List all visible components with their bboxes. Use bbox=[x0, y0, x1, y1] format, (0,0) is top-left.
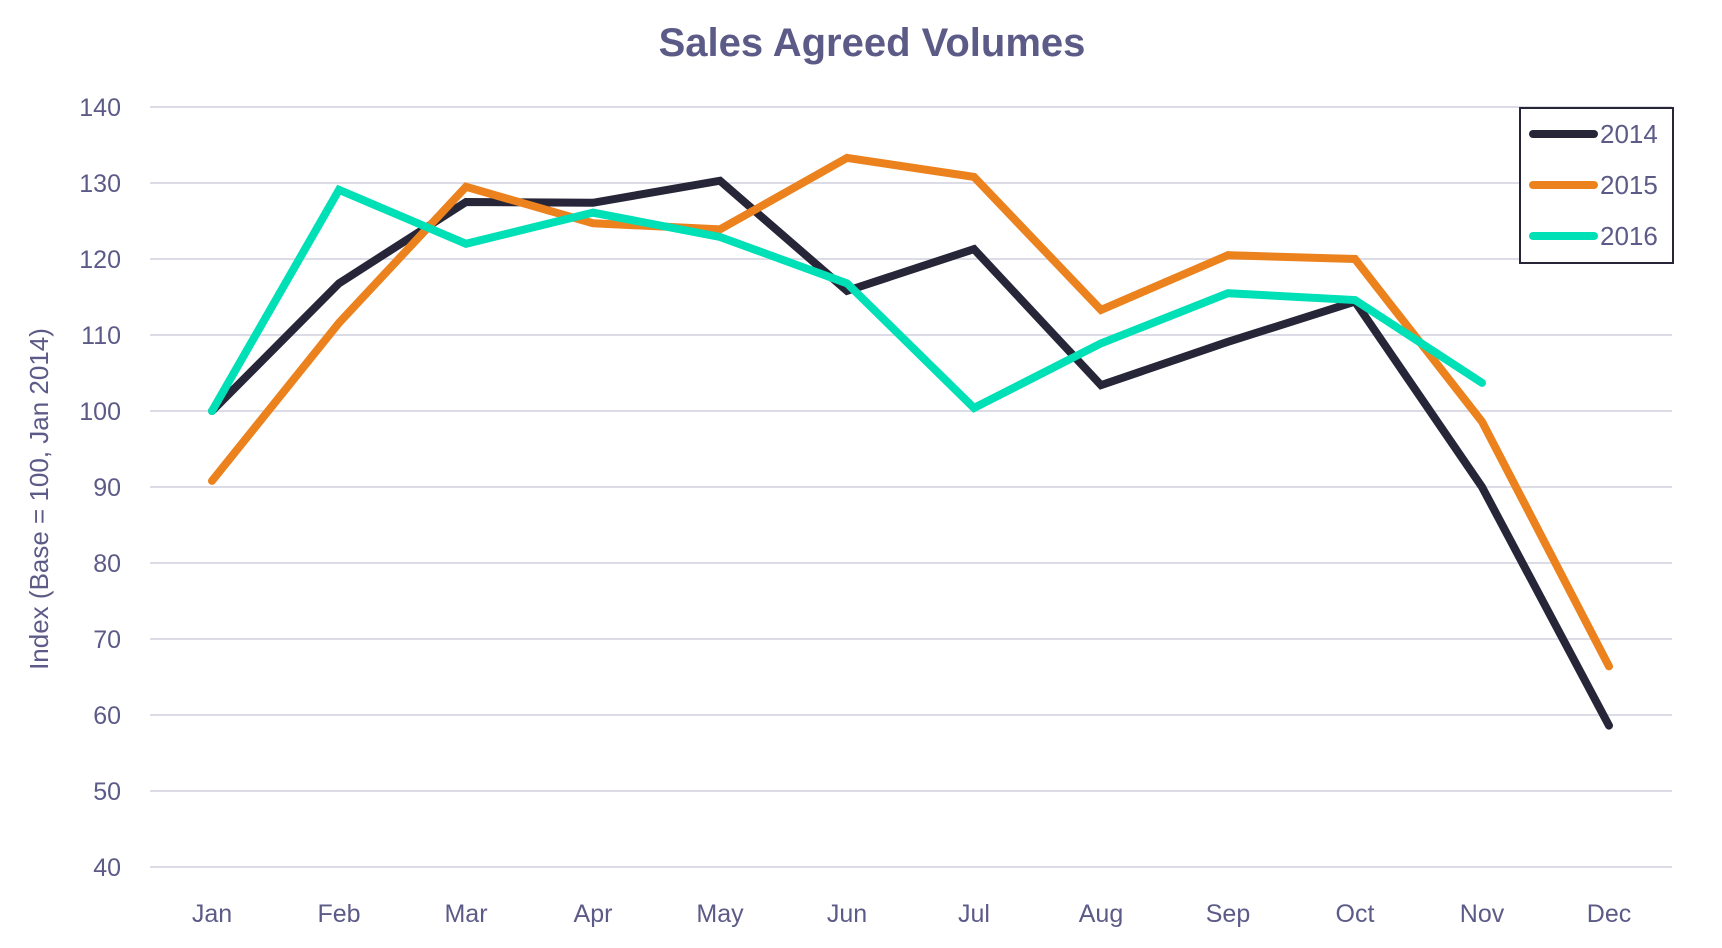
y-tick-label: 90 bbox=[93, 474, 121, 502]
legend-label: 2015 bbox=[1600, 170, 1658, 200]
series-line-2016 bbox=[208, 184, 1486, 415]
legend: 2014 2015 2016 bbox=[1519, 107, 1674, 264]
y-tick-label: 60 bbox=[93, 702, 121, 730]
x-tick-label: Jun bbox=[827, 900, 867, 928]
y-tick-label: 40 bbox=[93, 854, 121, 882]
y-tick-label: 50 bbox=[93, 778, 121, 806]
legend-label: 2014 bbox=[1600, 119, 1658, 149]
x-tick-label: Aug bbox=[1079, 900, 1123, 928]
series-line-2014 bbox=[208, 176, 1613, 730]
chart-title: Sales Agreed Volumes bbox=[659, 21, 1086, 65]
series-lines bbox=[208, 153, 1613, 730]
x-tick-label: Jul bbox=[958, 900, 990, 928]
x-tick-label: Oct bbox=[1336, 900, 1375, 928]
y-tick-label: 100 bbox=[79, 398, 121, 426]
y-tick-label: 120 bbox=[79, 246, 121, 274]
y-tick-label: 140 bbox=[79, 94, 121, 122]
x-tick-label: Feb bbox=[317, 900, 360, 928]
x-tick-label: May bbox=[696, 900, 744, 928]
y-tick-label: 80 bbox=[93, 550, 121, 578]
y-tick-label: 70 bbox=[93, 626, 121, 654]
gridlines bbox=[150, 106, 1672, 868]
x-tick-label: Apr bbox=[574, 900, 613, 928]
x-tick-label: Nov bbox=[1460, 900, 1505, 928]
series-line-2015 bbox=[208, 153, 1613, 671]
x-axis-ticks: Jan Feb Mar Apr May Jun Jul Aug Sep Oct Nov Dec bbox=[192, 900, 1631, 928]
x-tick-label: Jan bbox=[192, 900, 232, 928]
y-axis-ticks: 40 50 60 70 80 90 100 110 120 130 140 bbox=[79, 94, 121, 882]
y-tick-label: 130 bbox=[79, 170, 121, 198]
legend-label: 2016 bbox=[1600, 221, 1658, 251]
x-tick-label: Dec bbox=[1587, 900, 1631, 928]
x-tick-label: Sep bbox=[1206, 900, 1250, 928]
x-tick-label: Mar bbox=[444, 900, 487, 928]
y-axis-label: Index (Base = 100, Jan 2014) bbox=[24, 328, 54, 670]
y-tick-label: 110 bbox=[81, 322, 121, 350]
